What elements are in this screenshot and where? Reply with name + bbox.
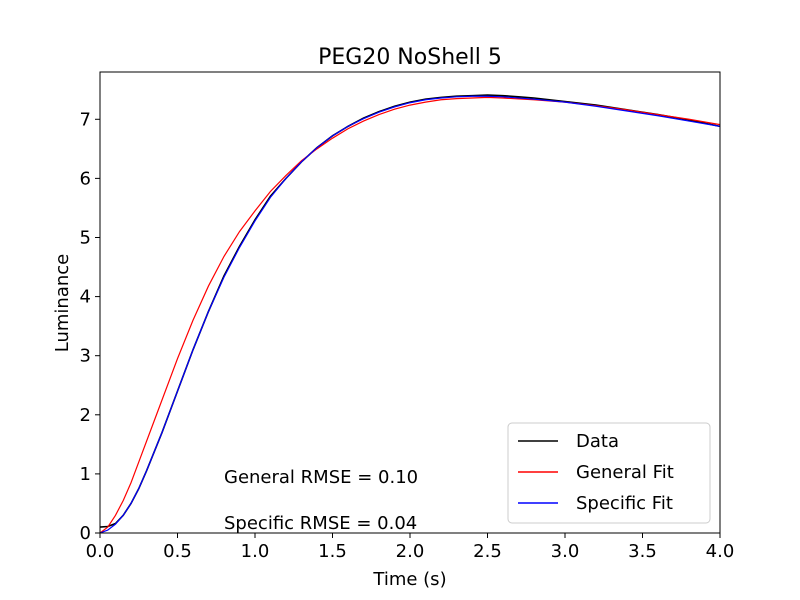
y-tick-label: 0 [80,523,91,544]
x-tick-label: 1.5 [318,541,347,562]
x-axis: 0.0 0.5 1.0 1.5 2.0 2.5 3.0 3.5 4.0 [86,533,735,562]
series-line-specific-fit [99,95,721,534]
y-axis-label: Luminance [52,254,73,352]
x-tick-label: 4.0 [706,541,735,562]
y-axis: 0 1 2 3 4 5 6 7 [80,109,100,544]
x-tick-label: 2.0 [396,541,425,562]
x-tick-label: 0.5 [163,541,192,562]
legend-label: Specific Fit [576,493,673,514]
y-tick-label: 7 [80,109,91,130]
x-tick-label: 1.0 [241,541,270,562]
rmse-annotation: General RMSE = 0.10 [224,467,418,488]
legend: Data General Fit Specific Fit [507,422,711,524]
x-tick-label: 3.5 [628,541,657,562]
x-tick-label: 0.0 [86,541,115,562]
y-tick-label: 5 [80,227,91,248]
chart-title: PEG20 NoShell 5 [318,45,502,70]
y-tick-label: 1 [80,464,91,485]
legend-label: General Fit [576,462,674,483]
x-axis-label: Time (s) [372,569,446,590]
y-tick-label: 2 [80,405,91,426]
legend-label: Data [576,431,619,452]
y-tick-label: 3 [80,346,91,367]
legend-box [507,422,711,524]
annotations: General RMSE = 0.10 Specific RMSE = 0.04 [224,467,418,534]
y-tick-label: 6 [80,168,91,189]
x-tick-label: 2.5 [473,541,502,562]
series-layer [99,94,721,534]
x-tick-label: 3.0 [551,541,580,562]
y-tick-label: 4 [80,287,91,308]
rmse-annotation: Specific RMSE = 0.04 [224,513,417,534]
